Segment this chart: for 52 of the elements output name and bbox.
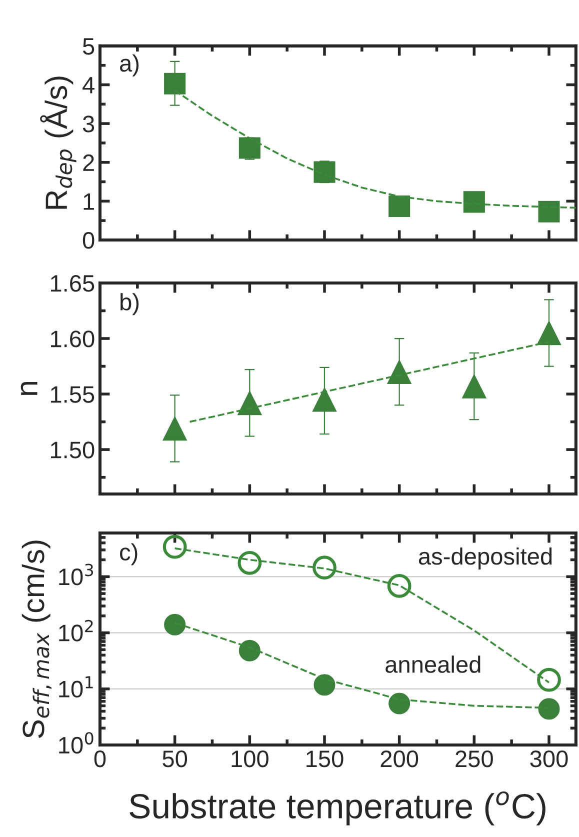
y-axis-title: S$_{eff,max}$ (cm/s): [22, 540, 52, 738]
point: [238, 640, 260, 662]
point: [238, 390, 262, 416]
y-tick-label: 1.50: [50, 442, 94, 458]
point: [314, 674, 336, 696]
x-tick-label: 100: [232, 750, 268, 768]
y-tick-label: 1.55: [50, 386, 94, 403]
point: [314, 161, 336, 183]
y-tick-label: 3: [82, 116, 94, 132]
x-tick-label: 250: [456, 750, 493, 768]
point: [164, 72, 186, 94]
point: [312, 556, 336, 580]
y-axis-title: R$_{dep}$ (Å/s): [40, 76, 76, 209]
y-tick-label: 10$^{3}$: [59, 564, 94, 586]
annotation: a): [120, 54, 139, 76]
y-tick-label: 10$^{2}$: [59, 620, 93, 642]
point: [387, 360, 412, 384]
point: [162, 534, 187, 559]
y-tick-label: 10$^{1}$: [59, 676, 93, 698]
point: [162, 416, 187, 441]
x-tick-label: 150: [306, 750, 344, 768]
x-tick-label: 300: [530, 750, 568, 768]
x-tick-label: 50: [162, 750, 188, 768]
point: [538, 200, 560, 222]
annotation: c): [120, 543, 138, 566]
y-tick-label: 0: [82, 232, 94, 249]
point: [387, 574, 412, 598]
point: [238, 137, 260, 159]
point: [462, 374, 486, 398]
y-tick-label: 5: [82, 38, 94, 55]
y-tick-label: 1: [84, 193, 94, 210]
x-tick-label: 0: [94, 750, 106, 768]
annotation: annealed: [386, 656, 480, 673]
point: [463, 191, 485, 213]
point: [537, 668, 561, 692]
point: [538, 698, 560, 720]
x-axis-title: Substrate temperature ($^{o}$C): [130, 791, 546, 826]
point: [536, 320, 562, 346]
annotation: as-deposited: [418, 547, 552, 570]
y-tick-label: 1.60: [50, 330, 94, 348]
point: [388, 195, 410, 217]
point: [312, 387, 337, 412]
y-tick-label: 2: [83, 154, 94, 171]
x-tick-label: 200: [380, 750, 418, 768]
y-tick-label: 1.65: [50, 275, 94, 292]
point: [164, 614, 186, 636]
point: [388, 692, 410, 714]
y-axis-title: n: [20, 382, 38, 395]
y-tick-label: 10$^{0}$: [59, 732, 94, 754]
point: [238, 550, 262, 575]
annotation: b): [120, 293, 139, 316]
y-tick-label: 4: [82, 77, 94, 94]
